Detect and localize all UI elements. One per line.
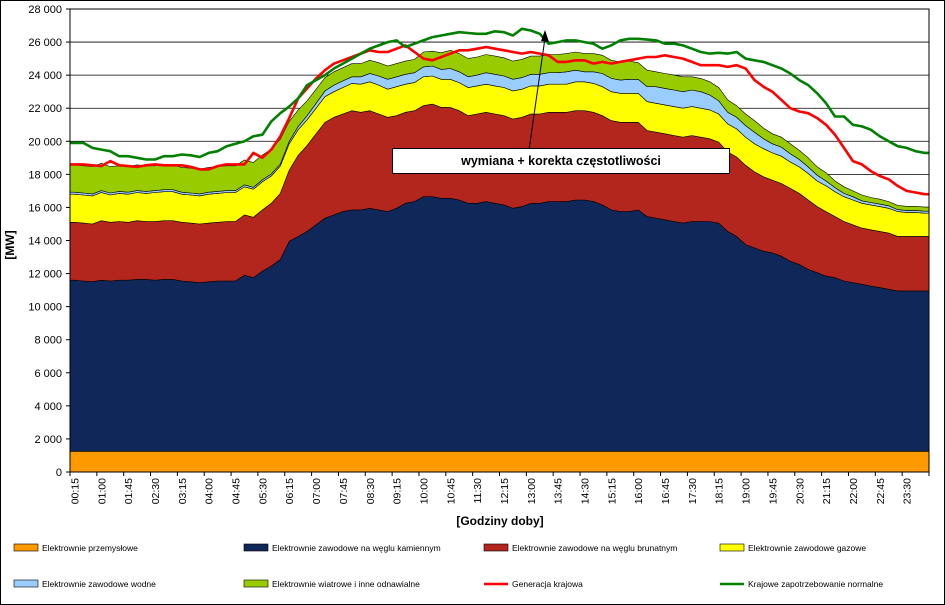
x-tick-label: 22:45 [875,478,887,504]
stacked-areas [69,49,930,473]
annotation-arrow [528,30,549,151]
x-tick-label: 20:30 [794,478,806,504]
x-tick-label: 00:15 [69,478,81,504]
y-tick-label: 16 000 [28,202,62,214]
legend-label: Elektrownie zawodowe gazowe [748,543,866,553]
x-tick-label: 11:30 [472,478,484,504]
legend-label: Generacja krajowa [512,579,583,589]
x-tick-label: 16:00 [633,478,645,504]
legend-swatch [243,543,269,552]
x-tick-label: 06:15 [284,478,296,504]
y-axis-title: [MW] [3,230,17,259]
y-tick-label: 20 000 [28,136,62,148]
y-tick-label: 2 000 [34,434,62,446]
x-tick-label: 10:45 [445,478,457,504]
y-tick-label: 26 000 [28,37,62,49]
x-tick-label: 02:30 [150,478,162,504]
axes [66,8,930,476]
annotation-label: wymiana + korekta częstotliwości [392,148,730,174]
y-tick-label: 18 000 [28,169,62,181]
x-tick-label: 07:00 [311,478,323,504]
x-tick-label: 21:15 [821,478,833,504]
legend-label: Elektrownie zawodowe na węglu kamiennym [272,543,441,553]
y-tick-label: 6 000 [34,368,62,380]
line-series-1 [70,27,929,161]
x-tick-label: 22:00 [848,478,860,504]
x-tick-label: 19:45 [767,478,779,504]
y-tick-label: 8 000 [34,335,62,347]
legend-label: Elektrownie zawodowe wodne [42,579,156,589]
x-tick-label: 08:30 [365,478,377,504]
x-tick-label: 23:30 [902,478,914,504]
area-series-0 [69,451,930,473]
y-tick-label: 14 000 [28,236,62,248]
legend-swatch [13,579,39,588]
x-tick-label: 10:00 [418,478,430,504]
legend-label: Elektrownie zawodowe na węglu brunatnym [512,543,677,553]
line-series-0 [70,44,929,196]
legend-swatch [13,543,39,552]
annotation-arrow-line [528,37,546,151]
y-tick-label: 12 000 [28,269,62,281]
x-tick-label: 19:00 [741,478,753,504]
legend-swatch [243,579,269,588]
x-tick-label: 12:15 [499,478,511,504]
x-tick-label: 13:00 [526,478,538,504]
y-tick-labels: 0 2 000 4 000 6 000 8 000 10 000 12 000 14 000 1… [28,4,62,479]
x-tick-label: 05:30 [257,478,269,504]
x-tick-label: 16:45 [660,478,672,504]
x-axis-title: [Godziny doby] [456,514,543,528]
legend: Elektrownie przemysłowe Elektrownie zawod… [13,543,883,589]
x-tick-label: 01:45 [123,478,135,504]
x-tick-label: 13:45 [553,478,565,504]
legend-swatch [719,543,745,552]
y-tick-label: 4 000 [34,401,62,413]
x-tick-label: 18:15 [714,478,726,504]
legend-label: Elektrownie wiatrowe i inne odnawialne [272,579,420,589]
x-tick-labels: 00:15 01:00 01:45 02:30 03:15 04:00 04:45 05:30… [69,478,913,504]
line-series [70,27,929,196]
legend-label: Krajowe zapotrzebowanie normalne [748,579,883,589]
y-tick-label: 24 000 [28,70,62,82]
x-tick-label: 07:45 [338,478,350,504]
x-tick-label: 17:30 [687,478,699,504]
y-tick-label: 22 000 [28,103,62,115]
y-tick-label: 0 [56,467,62,479]
x-tick-label: 04:45 [231,478,243,504]
x-tick-label: 14:30 [580,478,592,504]
annotation-arrow-head [541,30,549,42]
y-tick-label: 28 000 [28,4,62,16]
x-tick-label: 03:15 [177,478,189,504]
legend-label: Elektrownie przemysłowe [42,543,138,553]
y-tick-label: 10 000 [28,302,62,314]
x-tick-label: 01:00 [96,478,108,504]
x-tick-label: 09:15 [392,478,404,504]
legend-swatch [483,543,509,552]
x-tick-label: 15:15 [606,478,618,504]
x-tick-label: 04:00 [204,478,216,504]
